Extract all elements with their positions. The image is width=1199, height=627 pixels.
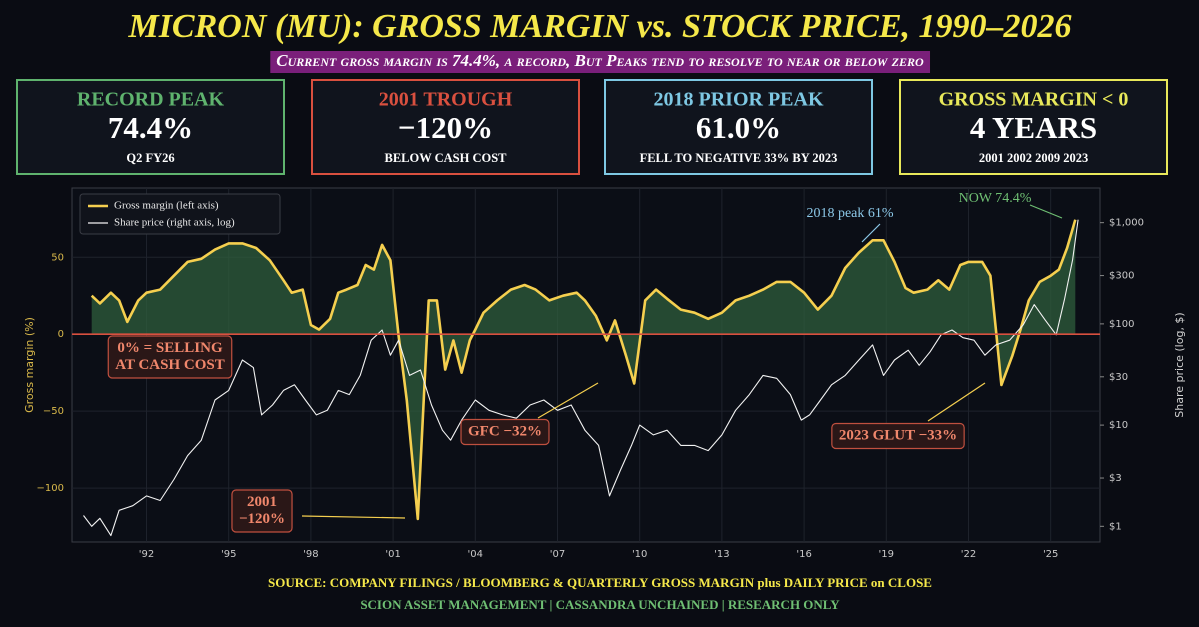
x-tick-label: '95: [221, 549, 236, 560]
annotation: NOW 74.4%: [959, 191, 1032, 206]
card-label: GROSS MARGIN < 0: [939, 89, 1129, 111]
x-tick-label: '19: [879, 549, 894, 560]
annotation-arrow: [537, 382, 599, 419]
x-tick-label: '98: [303, 549, 318, 560]
card-note: Q2 FY26: [126, 151, 174, 165]
subtitle-band: Current gross margin is 74.4%, a record,…: [270, 51, 931, 73]
annotation-box: [231, 489, 293, 533]
card-note: BELOW CASH COST: [384, 151, 507, 165]
y2-tick-label: $10: [1109, 420, 1128, 431]
annotation-box: [107, 335, 233, 379]
y-tick-label: 0: [58, 329, 64, 340]
card-value: 74.4%: [108, 110, 193, 145]
x-tick-label: '10: [632, 549, 647, 560]
y-tick-label: −50: [43, 406, 64, 417]
annotation-arrow: [1029, 204, 1063, 219]
annotation-text: AT CASH COST: [115, 357, 224, 373]
card-label: 2018 PRIOR PEAK: [654, 89, 824, 111]
y2-tick-label: $100: [1109, 319, 1134, 330]
footer-line: SOURCE: COMPANY FILINGS / BLOOMBERG & QU…: [268, 575, 932, 590]
x-tick-label: '04: [468, 549, 483, 560]
x-tick-label: '01: [385, 549, 400, 560]
annotation-arrow: [861, 223, 881, 243]
card: [16, 79, 285, 175]
margin-line: [90, 219, 1077, 521]
x-tick-label: '16: [796, 549, 811, 560]
annotation-text: NOW 74.4%: [959, 191, 1032, 206]
annotation-arrow: [301, 515, 406, 519]
annotation-text: 2001: [247, 494, 277, 510]
x-tick-label: '92: [139, 549, 154, 560]
y2-axis-label: Share price (log, $): [1173, 312, 1186, 417]
card: [899, 79, 1168, 175]
annotation-text: 2023 GLUT −33%: [839, 427, 957, 443]
footer-line: SCION ASSET MANAGEMENT | CASSANDRA UNCHA…: [360, 597, 840, 612]
x-tick-label: '25: [1043, 549, 1058, 560]
annotation-text: 0% = SELLING: [117, 340, 223, 356]
price-line: [83, 219, 1079, 537]
annotation-text: −120%: [239, 511, 285, 527]
x-tick-label: '07: [550, 549, 565, 560]
annotation: 2001−120%: [231, 489, 293, 533]
y-tick-label: 50: [51, 252, 64, 263]
annotation: 2023 GLUT −33%: [831, 422, 965, 450]
annotation-text: 2018 peak 61%: [806, 206, 893, 221]
annotation: GFC −32%: [460, 418, 550, 446]
annotation-box: [460, 418, 550, 446]
legend-box: [79, 193, 281, 235]
card-value: 4 YEARS: [970, 110, 1097, 145]
subtitle: Current gross margin is 74.4%, a record,…: [276, 51, 924, 70]
y2-tick-label: $300: [1109, 271, 1134, 282]
series-layer: [83, 219, 1079, 537]
annotation: 2018 peak 61%: [806, 206, 893, 221]
y-axis-label: Gross margin (%): [23, 317, 36, 413]
annotation-arrow: [927, 382, 986, 422]
legend-label: Share price (right axis, log): [114, 217, 235, 229]
card-value: 61.0%: [696, 110, 781, 145]
y2-tick-label: $1,000: [1109, 218, 1144, 229]
card-label: RECORD PEAK: [77, 89, 225, 111]
card: [311, 79, 580, 175]
y-tick-label: −100: [37, 483, 64, 494]
card-note: FELL TO NEGATIVE 33% BY 2023: [640, 151, 838, 165]
y2-tick-label: $1: [1109, 521, 1122, 532]
card-label: 2001 TROUGH: [379, 89, 513, 111]
annotation-text: GFC −32%: [468, 423, 542, 439]
y2-tick-label: $30: [1109, 372, 1128, 383]
x-tick-label: '22: [961, 549, 976, 560]
x-tick-label: '13: [714, 549, 729, 560]
card-value: −120%: [398, 110, 493, 145]
subtitle-background: [270, 51, 931, 73]
legend-label: Gross margin (left axis): [114, 200, 219, 212]
title: MICRON (MU): GROSS MARGIN vs. STOCK PRIC…: [127, 8, 1071, 45]
card: [604, 79, 873, 175]
card-note: 2001 2002 2009 2023: [979, 151, 1088, 165]
y2-tick-label: $3: [1109, 473, 1122, 484]
annotation-box: [831, 422, 965, 450]
